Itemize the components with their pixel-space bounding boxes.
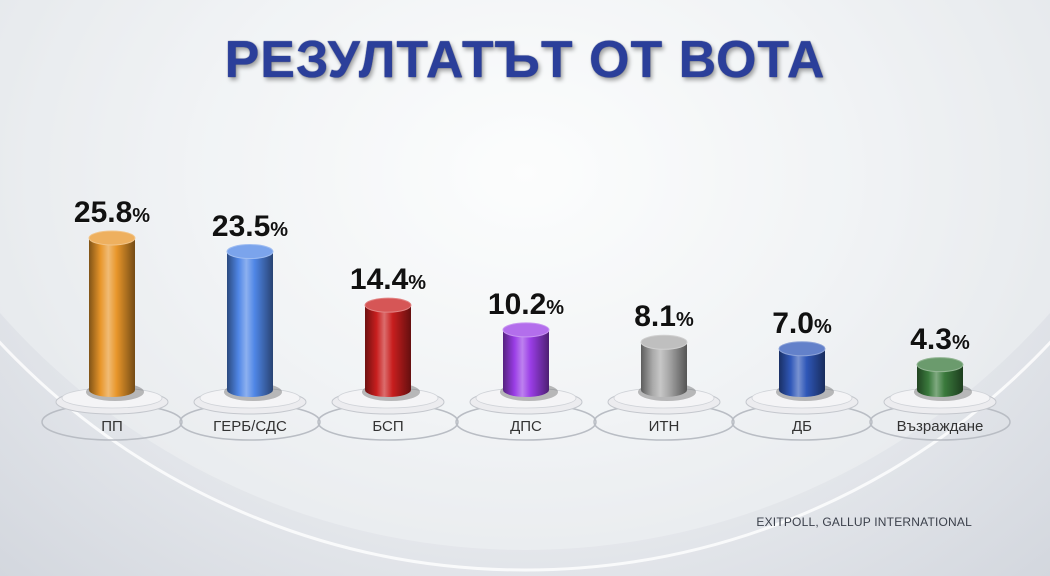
value-label: 23.5%: [190, 209, 310, 245]
bar: [776, 341, 834, 401]
value-label: 8.1%: [604, 302, 724, 335]
platform: [41, 387, 183, 441]
page-title: РЕЗУЛТАТЪТ ОТ ВОТА: [224, 31, 826, 89]
value-unit: %: [408, 272, 427, 295]
platform: [317, 387, 459, 441]
value-number: 7.0: [772, 306, 814, 340]
platform: [593, 387, 735, 441]
value-unit: %: [270, 218, 289, 241]
value-number: 14.4: [349, 263, 409, 297]
value-label: 4.3%: [880, 322, 1000, 358]
platform: [731, 387, 873, 441]
value-unit: %: [546, 296, 565, 319]
value-label: 25.8%: [52, 198, 172, 231]
bar: [500, 322, 558, 401]
category-label: ГЕРБ/СДС: [213, 418, 287, 435]
value-unit: %: [132, 205, 151, 227]
bar: [638, 334, 696, 401]
category-label: БСП: [372, 418, 404, 435]
value-label: 10.2%: [466, 287, 586, 323]
category-label: Възраждане: [896, 418, 984, 435]
value-number: 4.3: [910, 322, 952, 356]
platform: [455, 387, 597, 441]
category-label: ИТН: [648, 418, 680, 435]
value-label: 7.0%: [742, 306, 862, 342]
platform: [869, 387, 1011, 441]
platform: [179, 387, 321, 441]
source-note: EXITPOLL, GALLUP INTERNATIONAL: [756, 515, 972, 529]
value-unit: %: [675, 309, 694, 332]
bars: [86, 230, 972, 401]
category-label: ДБ: [791, 418, 812, 435]
bar: [914, 357, 972, 401]
value-number: 10.2: [487, 287, 547, 321]
value-number: 23.5: [211, 209, 271, 243]
value-number: 25.8: [73, 196, 133, 229]
category-label: ПП: [101, 418, 123, 435]
value-label: 14.4%: [328, 265, 448, 298]
bar: [224, 244, 282, 401]
bar: [86, 230, 144, 401]
value-unit: %: [813, 315, 832, 338]
bar: [362, 297, 420, 401]
value-unit: %: [951, 331, 970, 354]
platforms: [41, 387, 1011, 441]
category-label: ДПС: [510, 418, 542, 435]
value-number: 8.1: [634, 300, 676, 334]
